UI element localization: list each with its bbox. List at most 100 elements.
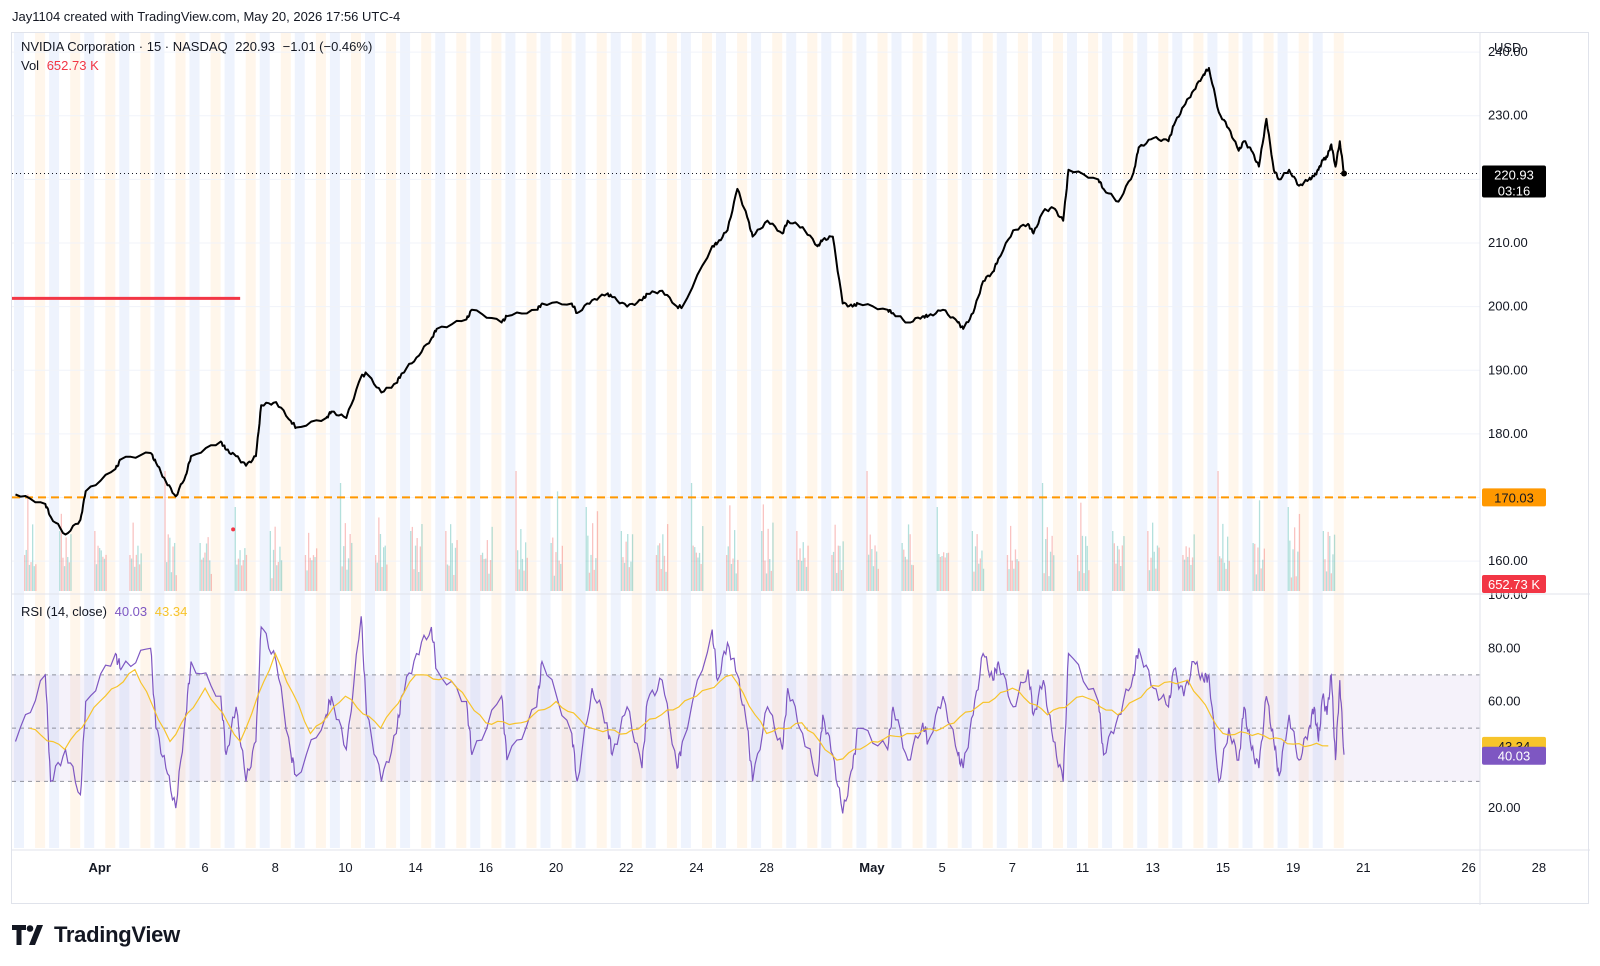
symbol-legend[interactable]: NVIDIA Corporation · 15 · NASDAQ 220.93 … <box>21 39 376 54</box>
volume-bar <box>135 554 137 591</box>
last-price: 220.93 <box>235 39 276 54</box>
volume-bar <box>912 565 914 591</box>
volume-bar <box>1112 531 1114 591</box>
date-tick-label: 6 <box>201 860 208 875</box>
afterhours-shading <box>807 33 818 848</box>
price-tick-label: 210.00 <box>1488 235 1528 250</box>
volume-bar <box>1115 563 1117 591</box>
volume-bar <box>209 560 211 591</box>
volume-bar <box>1185 546 1187 591</box>
volume-bar <box>309 557 311 591</box>
volume-bar <box>347 558 350 591</box>
volume-bar <box>727 546 729 591</box>
volume-bar <box>103 558 106 591</box>
volume-bar <box>695 552 697 591</box>
volume-bar <box>1188 547 1190 591</box>
volume-bar <box>481 552 484 591</box>
afterhours-shading <box>35 33 46 848</box>
afterhours-shading <box>1333 33 1344 848</box>
premarket-shading <box>365 33 375 848</box>
volume-bar <box>448 565 450 591</box>
volume-bar <box>974 546 977 591</box>
afterhours-shading <box>456 33 467 848</box>
volume-bar <box>199 543 201 591</box>
premarket-shading <box>259 33 270 848</box>
price-series[interactable] <box>15 67 1348 536</box>
volume-bar <box>730 563 733 591</box>
premarket-shading <box>786 33 797 848</box>
volume-bar <box>1295 576 1297 591</box>
volume-bar <box>588 572 591 591</box>
volume-bar <box>620 531 622 591</box>
volume-bar <box>799 548 801 591</box>
price-tick-label: 230.00 <box>1488 108 1528 123</box>
volume-bar <box>1051 535 1053 591</box>
volume-bar <box>276 565 278 591</box>
volume-bar <box>137 545 139 591</box>
rsi-value: 40.03 <box>114 604 148 619</box>
chart-frame[interactable]: 240.00230.00220.00210.00200.00190.00180.… <box>11 32 1590 905</box>
volume-legend[interactable]: Vol 652.73 K <box>21 58 103 73</box>
premarket-shading <box>1312 33 1323 848</box>
last-price-badge-text: 03:16 <box>1498 183 1531 198</box>
rsi-panel[interactable] <box>12 616 1480 814</box>
premarket-shading <box>189 33 200 848</box>
volume-bar <box>1227 536 1229 591</box>
premarket-shading <box>856 33 867 848</box>
tradingview-logo[interactable]: TradingView <box>12 922 180 948</box>
volume-bar <box>767 528 769 591</box>
premarket-shading <box>294 33 305 848</box>
volume-bar <box>1045 539 1047 591</box>
volume-bar <box>659 543 661 591</box>
volume-bar <box>1014 549 1017 591</box>
volume-bar <box>1043 573 1045 591</box>
volume-bar <box>1223 562 1226 591</box>
volume-bar <box>99 547 101 591</box>
volume-bar <box>59 531 61 591</box>
volume-bar <box>272 549 275 591</box>
volume-bar <box>32 524 34 591</box>
volume-bar <box>483 558 485 591</box>
volume-bar <box>550 543 552 591</box>
volume-bar <box>1190 564 1192 591</box>
premarket-shading <box>224 33 235 848</box>
volume-bar <box>1150 557 1152 591</box>
volume-bar <box>517 550 519 591</box>
volume-bar <box>837 545 839 591</box>
premarket-shading <box>1242 33 1253 848</box>
volume-bar <box>411 526 413 591</box>
afterhours-shading <box>1017 33 1028 848</box>
rsi-legend[interactable]: RSI (14, close) 40.03 43.34 <box>21 604 191 619</box>
chart-canvas[interactable]: 240.00230.00220.00210.00200.00190.00180.… <box>12 33 1590 905</box>
premarket-shading <box>996 33 1007 848</box>
volume-bar <box>1289 540 1291 591</box>
volume-bar <box>1183 559 1186 591</box>
horizontal-levels[interactable] <box>12 172 1480 532</box>
date-tick-label: 26 <box>1461 860 1475 875</box>
volume-bar <box>1116 545 1119 591</box>
volume-bar <box>1333 534 1336 591</box>
volume-bar <box>1262 559 1264 591</box>
volume-bar <box>1155 568 1157 591</box>
volume-bar <box>874 545 876 591</box>
volume-bar <box>1332 554 1334 591</box>
volume-bar <box>102 556 104 591</box>
volume-bar <box>486 540 488 591</box>
rsi-ma-line <box>29 651 1329 761</box>
volume-bar <box>1193 534 1195 591</box>
volume-bar <box>657 545 659 591</box>
volume-bar <box>726 555 728 591</box>
volume-bar <box>166 562 168 591</box>
volume-bar <box>947 552 950 591</box>
volume-bar <box>1018 561 1020 591</box>
volume-bar <box>339 483 342 591</box>
volume-bar <box>1330 573 1332 591</box>
level-badge-text: 170.03 <box>1494 490 1534 505</box>
volume-bar <box>694 547 696 591</box>
volume-bar <box>836 572 838 591</box>
volume-bar <box>316 548 318 591</box>
volume-bar <box>386 564 388 591</box>
volume-bar <box>383 547 385 591</box>
volume-bar <box>761 531 763 591</box>
afterhours-shading <box>702 33 712 848</box>
